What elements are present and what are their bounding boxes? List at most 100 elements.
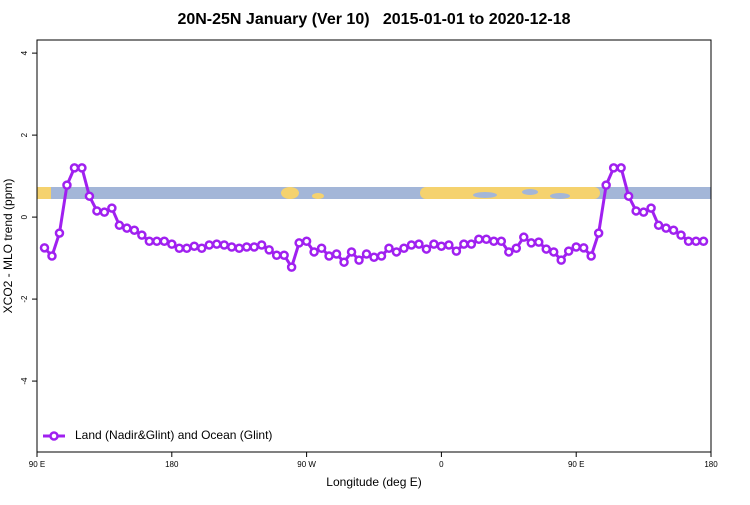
point (631, 206, 641, 216)
x-tick-label: 0 (439, 460, 444, 469)
point (129, 225, 140, 235)
point (234, 243, 244, 254)
point (264, 245, 274, 255)
point (54, 228, 65, 238)
point (309, 247, 319, 257)
point (114, 220, 125, 231)
point (616, 163, 626, 173)
point (578, 243, 589, 253)
y-tick-label: 2 (20, 132, 29, 137)
point (496, 236, 507, 247)
point (623, 191, 634, 201)
point (541, 244, 551, 254)
x-tick-label: 180 (165, 460, 179, 469)
point (683, 236, 694, 247)
point (399, 243, 409, 254)
point (511, 243, 522, 254)
point (324, 251, 334, 261)
point (369, 252, 379, 263)
point (219, 240, 229, 250)
point (122, 223, 132, 233)
point (279, 250, 289, 260)
point (167, 239, 177, 249)
y-tick-label: -4 (20, 377, 29, 385)
point (376, 251, 387, 261)
point (676, 230, 686, 240)
point (444, 240, 454, 250)
x-tick-label: 90 E (568, 460, 584, 469)
point (361, 249, 372, 259)
point (137, 230, 147, 240)
point (593, 228, 604, 238)
point (84, 191, 95, 201)
x-axis-label: Longitude (deg E) (326, 475, 421, 489)
point (152, 236, 162, 247)
point (339, 257, 349, 267)
x-tick-label: 90 E (29, 460, 45, 469)
point (698, 236, 709, 247)
point (294, 238, 304, 248)
point (286, 262, 297, 272)
map-strip (37, 187, 711, 199)
point (489, 236, 499, 247)
point (159, 236, 170, 247)
point (391, 247, 402, 257)
point (571, 242, 581, 252)
y-tick-label: 0 (20, 214, 29, 219)
point (661, 223, 671, 233)
plot-frame (36, 39, 712, 453)
x-tick-label: 90 W (297, 460, 316, 469)
point (354, 255, 364, 265)
point (144, 236, 155, 247)
point (691, 236, 701, 247)
point (526, 238, 537, 248)
point (92, 206, 102, 216)
point (271, 250, 282, 260)
point (638, 207, 649, 217)
point (406, 240, 417, 250)
point (459, 239, 469, 249)
point (608, 163, 619, 173)
point (474, 234, 484, 244)
legend-label: Land (Nadir&Glint) and Ocean (Glint) (75, 428, 272, 442)
point (653, 220, 664, 231)
point (189, 241, 200, 251)
point (99, 207, 110, 217)
point (346, 247, 357, 257)
point (548, 247, 559, 257)
point (47, 251, 57, 261)
y-axis-label: XCO2 - MLO trend (ppm) (1, 179, 15, 314)
point (436, 241, 447, 251)
point (504, 247, 514, 257)
point (69, 163, 80, 173)
point (668, 225, 679, 235)
point (331, 249, 342, 259)
point (211, 239, 222, 249)
point (556, 255, 566, 265)
point (481, 234, 492, 244)
y-tick-label: 4 (20, 50, 29, 55)
point (249, 242, 259, 252)
point (466, 239, 477, 249)
point (62, 180, 72, 190)
point (39, 243, 50, 253)
x-tick-label: 180 (704, 460, 718, 469)
legend-marker (49, 431, 59, 441)
point (451, 246, 462, 256)
point (301, 236, 312, 247)
point (646, 203, 656, 213)
point (563, 246, 574, 256)
point (197, 243, 207, 254)
point (421, 244, 432, 254)
point (586, 251, 596, 261)
point (226, 242, 237, 252)
point (414, 239, 424, 249)
point (204, 240, 214, 250)
point (241, 242, 252, 252)
point (316, 243, 327, 254)
point (107, 203, 117, 213)
point (256, 240, 267, 250)
point (182, 243, 192, 254)
point (77, 163, 87, 173)
